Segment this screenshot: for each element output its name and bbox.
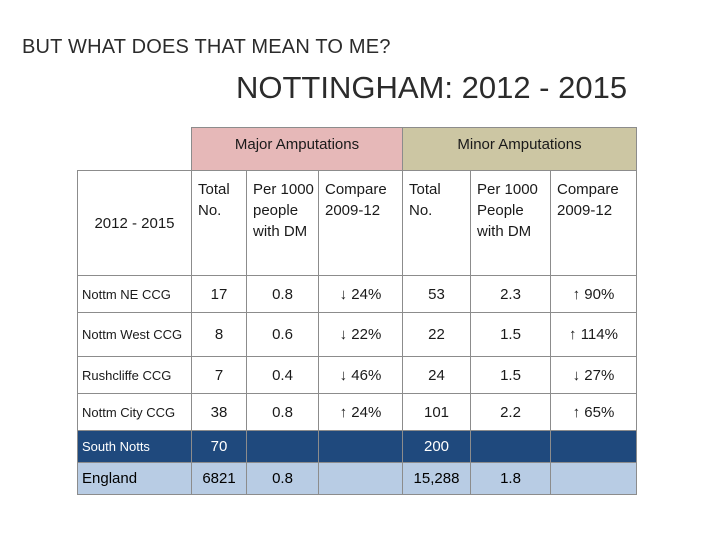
row-label: Nottm City CCG [77, 393, 192, 431]
table-row: Nottm NE CCG 17 0.8 ↓ 24% 53 2.3 ↑ 90% [77, 275, 637, 313]
minor-total-cell: 200 [402, 430, 471, 463]
minor-per1000-cell [470, 430, 551, 463]
south-notts-row: South Notts 70 200 [77, 430, 637, 463]
period-header: 2012 - 2015 [77, 170, 192, 276]
major-per1000-cell: 0.8 [246, 462, 319, 495]
minor-amputations-header: Minor Amputations [402, 127, 637, 171]
major-per1000-cell [246, 430, 319, 463]
table-row: Nottm West CCG 8 0.6 ↓ 22% 22 1.5 ↑ 114% [77, 312, 637, 357]
row-label: Nottm West CCG [77, 312, 192, 357]
major-amputations-header: Major Amputations [191, 127, 403, 171]
major-compare-header: Compare 2009-12 [318, 170, 403, 276]
major-per1000-cell: 0.8 [246, 393, 319, 431]
minor-compare-cell: ↑ 65% [550, 393, 637, 431]
major-compare-cell: ↓ 46% [318, 356, 403, 394]
major-total-cell: 38 [191, 393, 247, 431]
row-label: Nottm NE CCG [77, 275, 192, 313]
major-total-cell: 8 [191, 312, 247, 357]
major-per1000-cell: 0.8 [246, 275, 319, 313]
minor-per1000-cell: 2.3 [470, 275, 551, 313]
table-row: Nottm City CCG 38 0.8 ↑ 24% 101 2.2 ↑ 65… [77, 393, 637, 431]
minor-compare-header: Compare 2009-12 [550, 170, 637, 276]
minor-per1000-header: Per 1000 People with DM [470, 170, 551, 276]
major-per1000-cell: 0.6 [246, 312, 319, 357]
minor-per1000-cell: 1.8 [470, 462, 551, 495]
amputations-table: Major Amputations Minor Amputations 2012… [77, 127, 637, 495]
major-compare-cell [318, 430, 403, 463]
minor-per1000-cell: 1.5 [470, 356, 551, 394]
minor-compare-cell [550, 462, 637, 495]
major-total-cell: 17 [191, 275, 247, 313]
minor-total-cell: 15,288 [402, 462, 471, 495]
minor-compare-cell: ↑ 90% [550, 275, 637, 313]
major-total-cell: 70 [191, 430, 247, 463]
major-total-cell: 6821 [191, 462, 247, 495]
minor-total-cell: 101 [402, 393, 471, 431]
minor-total-cell: 24 [402, 356, 471, 394]
minor-total-cell: 22 [402, 312, 471, 357]
major-compare-cell: ↓ 24% [318, 275, 403, 313]
row-label: Rushcliffe CCG [77, 356, 192, 394]
major-total-cell: 7 [191, 356, 247, 394]
major-compare-cell [318, 462, 403, 495]
major-compare-cell: ↑ 24% [318, 393, 403, 431]
slide-title: NOTTINGHAM: 2012 - 2015 [236, 70, 628, 105]
minor-compare-cell [550, 430, 637, 463]
table-row: Rushcliffe CCG 7 0.4 ↓ 46% 24 1.5 ↓ 27% [77, 356, 637, 394]
minor-compare-cell: ↓ 27% [550, 356, 637, 394]
minor-total-cell: 53 [402, 275, 471, 313]
major-per1000-header: Per 1000 people with DM [246, 170, 319, 276]
minor-total-header: Total No. [402, 170, 471, 276]
major-compare-cell: ↓ 22% [318, 312, 403, 357]
minor-per1000-cell: 1.5 [470, 312, 551, 357]
row-label: South Notts [77, 430, 192, 463]
slide-subtitle: BUT WHAT DOES THAT MEAN TO ME? [22, 36, 391, 58]
major-per1000-cell: 0.4 [246, 356, 319, 394]
blank-corner-cell [77, 127, 192, 171]
minor-compare-cell: ↑ 114% [550, 312, 637, 357]
major-total-header: Total No. [191, 170, 247, 276]
minor-per1000-cell: 2.2 [470, 393, 551, 431]
row-label: England [77, 462, 192, 495]
england-row: England 6821 0.8 15,288 1.8 [77, 462, 637, 495]
